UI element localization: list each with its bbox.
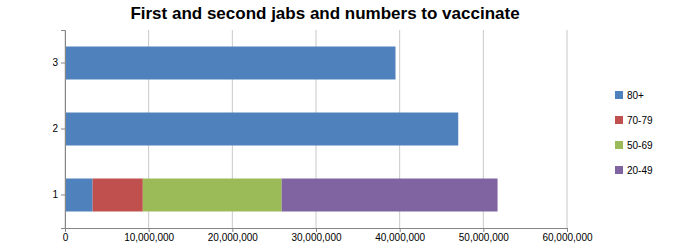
tick-mark (61, 63, 65, 64)
legend-label: 50-69 (627, 140, 653, 151)
tick-label: 40,000,000 (375, 232, 425, 243)
grid-line (567, 30, 568, 228)
legend-label: 20-49 (627, 165, 653, 176)
tick: 1 (52, 189, 65, 200)
tick: 50,000,000 (459, 228, 509, 243)
tick: 60,000,000 (542, 228, 592, 243)
bar (65, 179, 93, 212)
legend-swatch (615, 91, 623, 99)
x-axis: 0 10,000,000 20,000,000 30,000,000 40,000,00… (63, 228, 593, 243)
tick: 40,000,000 (375, 228, 425, 243)
legend-label: 70-79 (627, 115, 653, 126)
tick-label: 0 (63, 232, 69, 243)
legend-item: 80+ (615, 90, 644, 101)
tick-label: 30,000,000 (291, 232, 341, 243)
y-axis-line (61, 31, 66, 229)
grid (65, 30, 567, 228)
tick-label: 60,000,000 (542, 232, 592, 243)
tick-label: 3 (52, 57, 58, 68)
chart: 0 10,000,000 20,000,000 30,000,000 40,000,00… (0, 0, 699, 250)
tick-mark (61, 129, 65, 130)
tick-label: 10,000,000 (124, 232, 174, 243)
tick: 20,000,000 (208, 228, 258, 243)
bar (65, 47, 395, 80)
tick: 30,000,000 (291, 228, 341, 243)
legend-item: 50-69 (615, 140, 653, 151)
tick-label: 2 (52, 123, 58, 134)
bar (143, 179, 282, 212)
plot: 0 10,000,000 20,000,000 30,000,000 40,000,00… (52, 30, 593, 243)
bars (65, 47, 498, 212)
tick: 10,000,000 (124, 228, 174, 243)
tick: 2 (52, 123, 65, 134)
legend-label: 80+ (627, 90, 644, 101)
tick-label: 1 (52, 189, 58, 200)
bar (93, 179, 143, 212)
legend-swatch (615, 116, 623, 124)
tick: 0 (63, 228, 69, 243)
bar (65, 113, 458, 146)
bar (282, 179, 498, 212)
tick-mark (61, 195, 65, 196)
legend: 80+ 70-79 50-69 20-49 (615, 90, 653, 176)
legend-swatch (615, 166, 623, 174)
y-axis: 1 2 3 (52, 31, 65, 229)
tick: 3 (52, 57, 65, 68)
legend-swatch (615, 141, 623, 149)
tick-label: 50,000,000 (459, 232, 509, 243)
title: First and second jabs and numbers to vac… (130, 4, 519, 23)
legend-item: 70-79 (615, 115, 653, 126)
legend-item: 20-49 (615, 165, 653, 176)
tick-label: 20,000,000 (208, 232, 258, 243)
